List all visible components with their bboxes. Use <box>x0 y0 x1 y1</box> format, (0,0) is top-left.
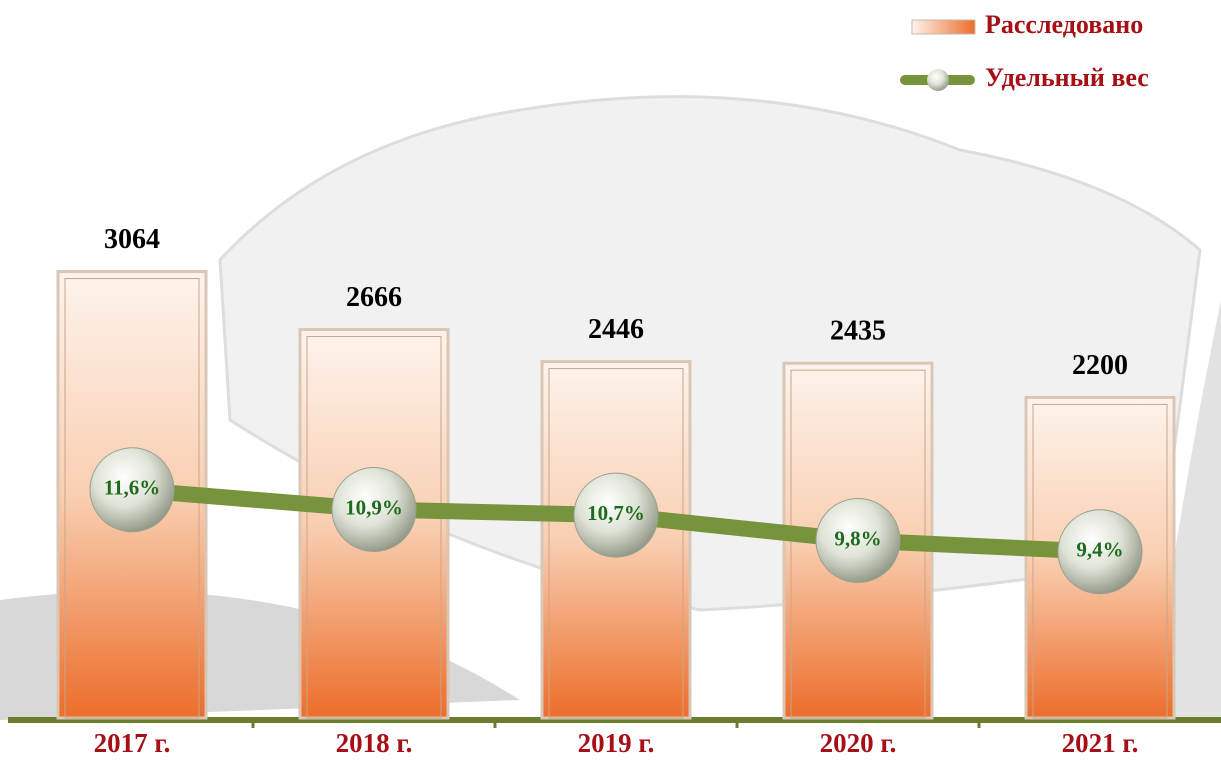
x-tick-label: 2019 г. <box>578 728 655 758</box>
x-tick-label: 2020 г. <box>820 728 897 758</box>
legend-swatch <box>911 19 976 35</box>
x-tick-label: 2018 г. <box>336 728 413 758</box>
value-label: 2435 <box>830 316 886 347</box>
x-tick-label: 2021 г. <box>1062 728 1139 758</box>
legend-label: Расследовано <box>985 10 1143 39</box>
bar-inner-frame <box>306 336 442 719</box>
value-label: 11,6% <box>104 476 161 500</box>
value-label: 2666 <box>346 282 402 313</box>
value-label: 3064 <box>104 224 160 255</box>
line-marker <box>815 497 901 583</box>
line-marker <box>573 472 659 558</box>
legend-marker <box>927 69 949 91</box>
value-label: 2200 <box>1072 350 1128 381</box>
value-label: 10,7% <box>587 501 645 525</box>
value-label: 9,8% <box>834 526 881 550</box>
bar-inner-frame <box>1032 403 1168 719</box>
value-label: 2446 <box>588 314 644 345</box>
value-label: 10,9% <box>345 495 403 519</box>
bar-inner-frame <box>548 368 684 719</box>
legend-label: Удельный вес <box>985 63 1149 92</box>
line-marker <box>1057 509 1143 595</box>
line-marker <box>89 447 175 533</box>
line-marker <box>331 466 417 552</box>
value-label: 9,4% <box>1076 538 1123 562</box>
x-tick-label: 2017 г. <box>94 728 171 758</box>
